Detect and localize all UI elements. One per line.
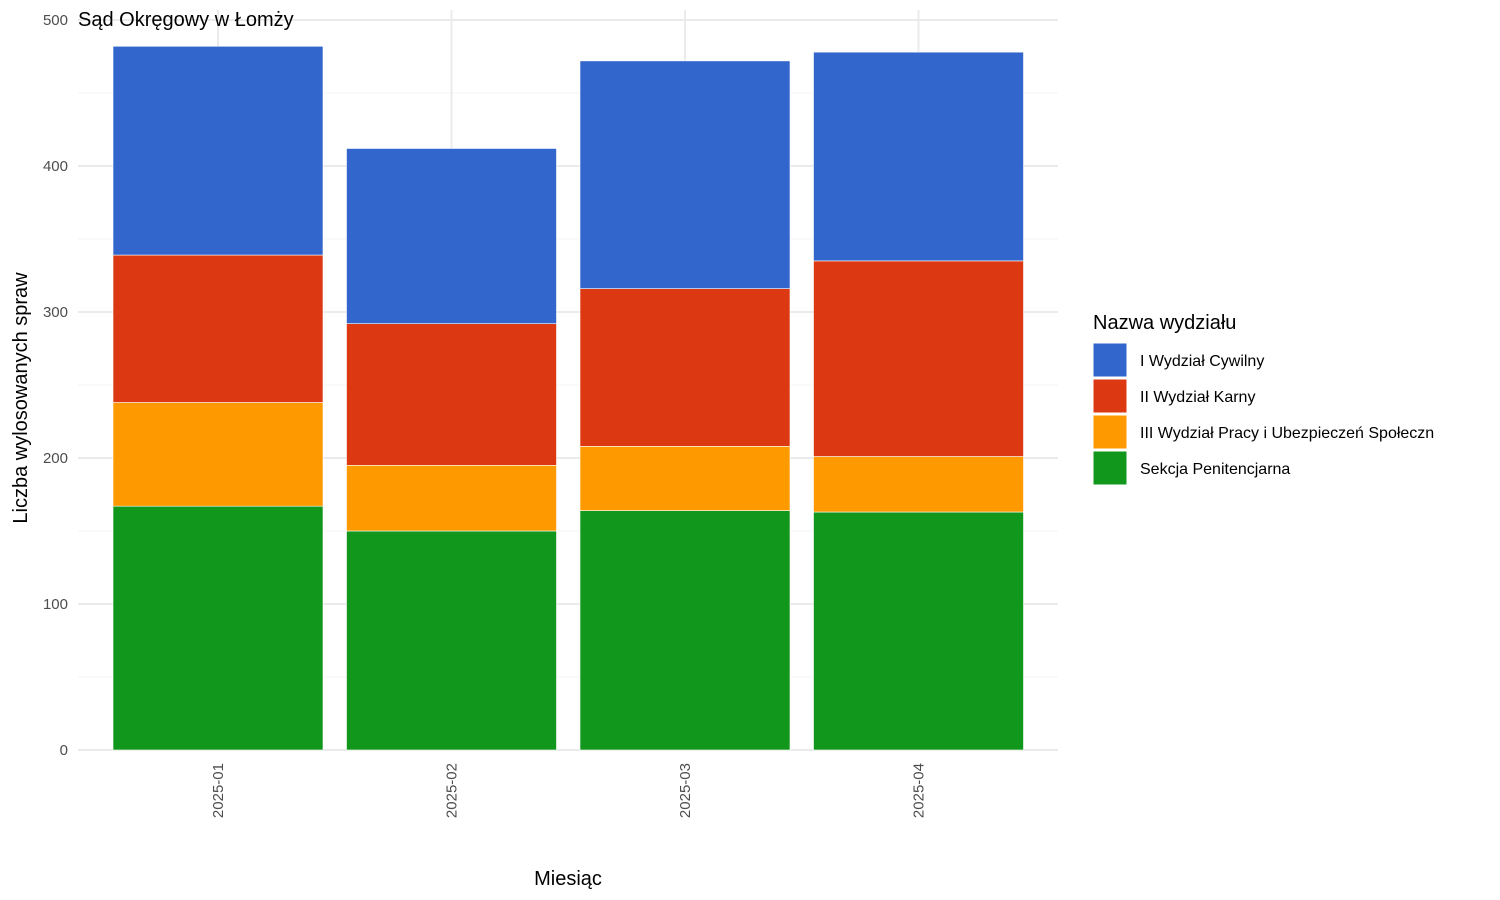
legend-swatch — [1092, 378, 1128, 414]
bar-segment — [813, 511, 1024, 751]
legend: Nazwa wydziału I Wydział Cywilny II Wydzi… — [1092, 312, 1434, 486]
legend-swatch — [1092, 414, 1128, 450]
bar-segment — [813, 51, 1024, 262]
bar-segment — [346, 323, 557, 466]
bar-segment — [112, 254, 324, 403]
legend-label: II Wydział Karny — [1140, 389, 1255, 406]
bar-segment — [579, 510, 791, 751]
x-tick-label: 2025-03 — [677, 763, 694, 818]
bar-segment — [346, 530, 557, 751]
legend-label: III Wydział Pracy i Ubezpieczeń Społeczn — [1140, 425, 1434, 442]
y-tick-label: 400 — [43, 158, 68, 175]
y-tick-label: 0 — [60, 742, 68, 759]
x-tick-label: 2025-04 — [911, 763, 928, 818]
chart-title: Sąd Okręgowy w Łomży — [78, 9, 294, 31]
bar-segment — [579, 60, 791, 289]
x-tick-label: 2025-02 — [444, 763, 461, 818]
x-tick-label: 2025-01 — [210, 763, 227, 818]
bar-segment — [112, 45, 324, 256]
x-axis-ticks: 2025-01 2025-02 2025-03 2025-04 — [210, 763, 928, 818]
bars — [112, 45, 1024, 751]
y-axis-ticks: 0 100 200 300 400 500 — [43, 12, 68, 759]
y-tick-label: 500 — [43, 12, 68, 29]
bar-segment — [579, 288, 791, 447]
legend-swatch — [1092, 342, 1128, 378]
bar-segment — [579, 446, 791, 511]
bar-segment — [346, 464, 557, 532]
bar-segment — [112, 505, 324, 751]
y-axis-title: Liczba wylosowanych spraw — [10, 272, 32, 524]
bar-segment — [813, 456, 1024, 513]
y-tick-label: 300 — [43, 304, 68, 321]
legend-label: I Wydział Cywilny — [1140, 353, 1264, 370]
y-tick-label: 200 — [43, 450, 68, 467]
legend-label: Sekcja Penitencjarna — [1140, 461, 1290, 478]
legend-swatch — [1092, 450, 1128, 486]
bar-segment — [346, 148, 557, 324]
legend-title: Nazwa wydziału — [1093, 312, 1236, 334]
y-tick-label: 100 — [43, 596, 68, 613]
x-axis-title: Miesiąc — [534, 868, 602, 890]
bar-segment — [813, 260, 1024, 457]
bar-segment — [112, 402, 324, 507]
